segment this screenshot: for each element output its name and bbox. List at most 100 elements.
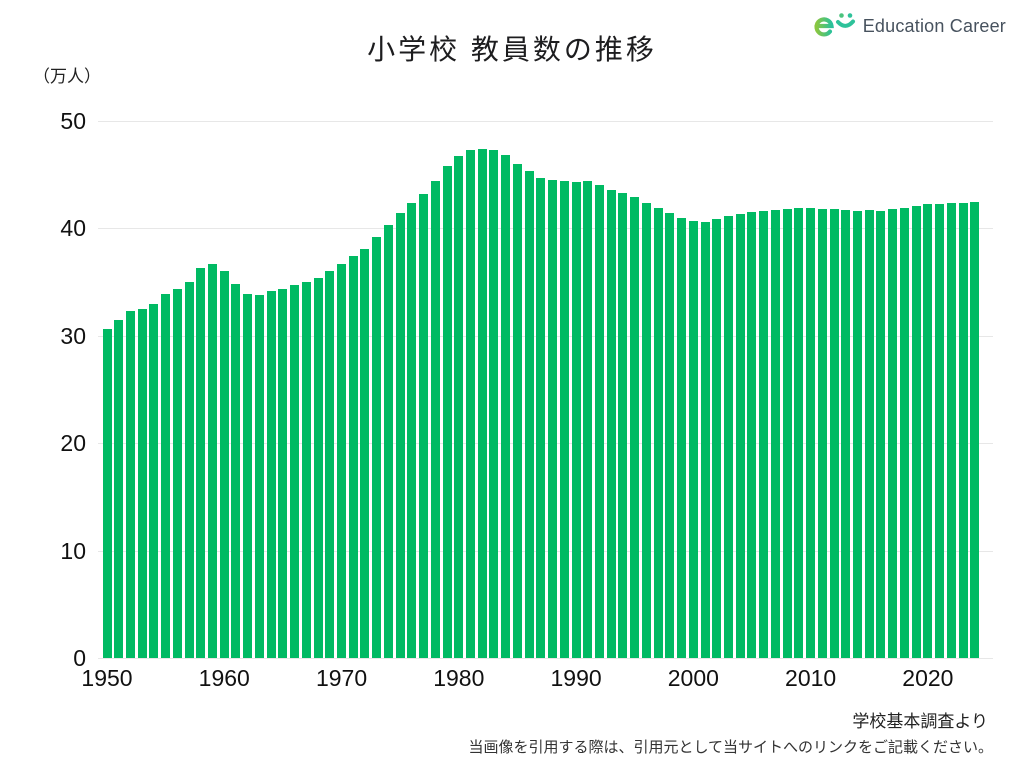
bar-1985: [512, 163, 522, 658]
bar-1971: [348, 256, 358, 658]
bar-2012: [829, 209, 839, 658]
bar-2010: [806, 208, 816, 658]
bar-1986: [524, 171, 534, 658]
bar-1967: [301, 282, 311, 658]
bar-2000: [688, 220, 698, 658]
education-career-logo-icon: [814, 13, 855, 37]
bar-2005: [747, 212, 757, 658]
y-tick-label-40: 40: [60, 215, 86, 242]
x-tick-label-2000: 2000: [667, 665, 719, 691]
x-tick-label-2020: 2020: [902, 665, 954, 691]
bar-1964: [266, 290, 276, 658]
bar-1997: [653, 208, 663, 658]
bar-1994: [618, 192, 628, 658]
bar-2002: [712, 218, 722, 658]
bar-2022: [946, 202, 956, 658]
bar-1968: [313, 277, 323, 658]
bar-1960: [219, 271, 229, 658]
bar-1969: [325, 271, 335, 658]
bar-2021: [935, 203, 945, 658]
bar-2023: [958, 202, 968, 658]
bar-2011: [817, 209, 827, 658]
y-axis-tick-labels: 0 10 20 30 40 50: [0, 108, 86, 671]
bar-1955: [161, 293, 171, 658]
bar-1989: [559, 181, 569, 658]
bar-2015: [864, 210, 874, 658]
bar-1965: [278, 288, 288, 658]
gridline-30: [98, 335, 993, 337]
y-tick-label-0: 0: [73, 645, 86, 671]
citation-note: 当画像を引用する際は、引用元として当サイトへのリンクをご記載ください。: [468, 739, 993, 756]
x-tick-label-1990: 1990: [550, 665, 602, 691]
gridline-0: [98, 658, 993, 659]
bar-1966: [290, 285, 300, 658]
brand-logo: Education Career: [810, 9, 1006, 43]
y-tick-label-30: 30: [60, 322, 86, 349]
x-tick-label-1950: 1950: [81, 665, 133, 691]
bar-1981: [466, 150, 476, 658]
bar-1973: [372, 237, 382, 658]
bar-1980: [454, 156, 464, 658]
bar-1990: [571, 182, 581, 658]
gridline-20: [98, 443, 993, 445]
bar-2001: [700, 221, 710, 658]
bar-1958: [196, 268, 206, 658]
bar-1957: [184, 282, 194, 658]
bar-1970: [337, 263, 347, 658]
bar-1951: [114, 319, 124, 658]
bar-1987: [536, 177, 546, 658]
x-tick-label-1970: 1970: [315, 665, 368, 691]
bar-2008: [782, 209, 792, 658]
bar-2006: [759, 211, 769, 658]
bar-1962: [243, 293, 253, 658]
bar-1995: [630, 197, 640, 658]
chart-title: 小学校 教員数の推移: [367, 34, 657, 65]
y-tick-label-50: 50: [60, 108, 86, 134]
bar-1992: [595, 185, 605, 658]
bar-1983: [489, 150, 499, 658]
bar-1975: [395, 213, 405, 658]
bar-1956: [172, 288, 182, 658]
bar-2020: [923, 203, 933, 658]
logo-text: Education Career: [862, 15, 1006, 36]
gridline-40: [98, 228, 993, 230]
bar-1993: [606, 189, 616, 658]
y-tick-label-20: 20: [60, 430, 86, 457]
bar-1950: [102, 329, 112, 658]
x-tick-label-2010: 2010: [785, 665, 837, 691]
bar-1976: [407, 202, 417, 658]
x-axis-tick-labels: 1950 1960 1970 1980 1990 2000 2010 2020: [81, 665, 993, 695]
bar-1984: [501, 155, 511, 658]
bar-2018: [899, 208, 909, 658]
bar-2019: [911, 205, 921, 658]
gridline-10: [98, 550, 993, 552]
bar-2017: [888, 209, 898, 658]
bar-2024: [970, 201, 980, 658]
bar-1953: [137, 308, 147, 658]
source-caption: 学校基本調査より: [852, 712, 988, 731]
bar-1952: [125, 311, 135, 658]
y-tick-label-10: 10: [60, 537, 86, 564]
bar-2014: [853, 211, 863, 658]
bar-2007: [770, 210, 780, 658]
bar-1972: [360, 248, 370, 658]
bar-1996: [641, 202, 651, 658]
bar-1988: [548, 180, 558, 658]
gridline-50: [98, 121, 993, 122]
bar-1998: [665, 213, 675, 658]
bar-1979: [442, 166, 452, 658]
bar-1991: [583, 181, 593, 658]
bar-1978: [430, 181, 440, 658]
bar-1974: [383, 225, 393, 658]
bar-1954: [149, 303, 159, 658]
x-tick-label-1960: 1960: [198, 665, 250, 691]
bar-2009: [794, 208, 804, 658]
bar-1982: [477, 148, 487, 658]
bar-1977: [419, 194, 429, 658]
bar-1999: [677, 217, 687, 658]
bar-2003: [724, 215, 734, 658]
y-axis-unit-label: （万人）: [33, 67, 101, 86]
bar-2004: [735, 214, 745, 658]
bar-2016: [876, 211, 886, 658]
plot-area: [98, 121, 993, 659]
